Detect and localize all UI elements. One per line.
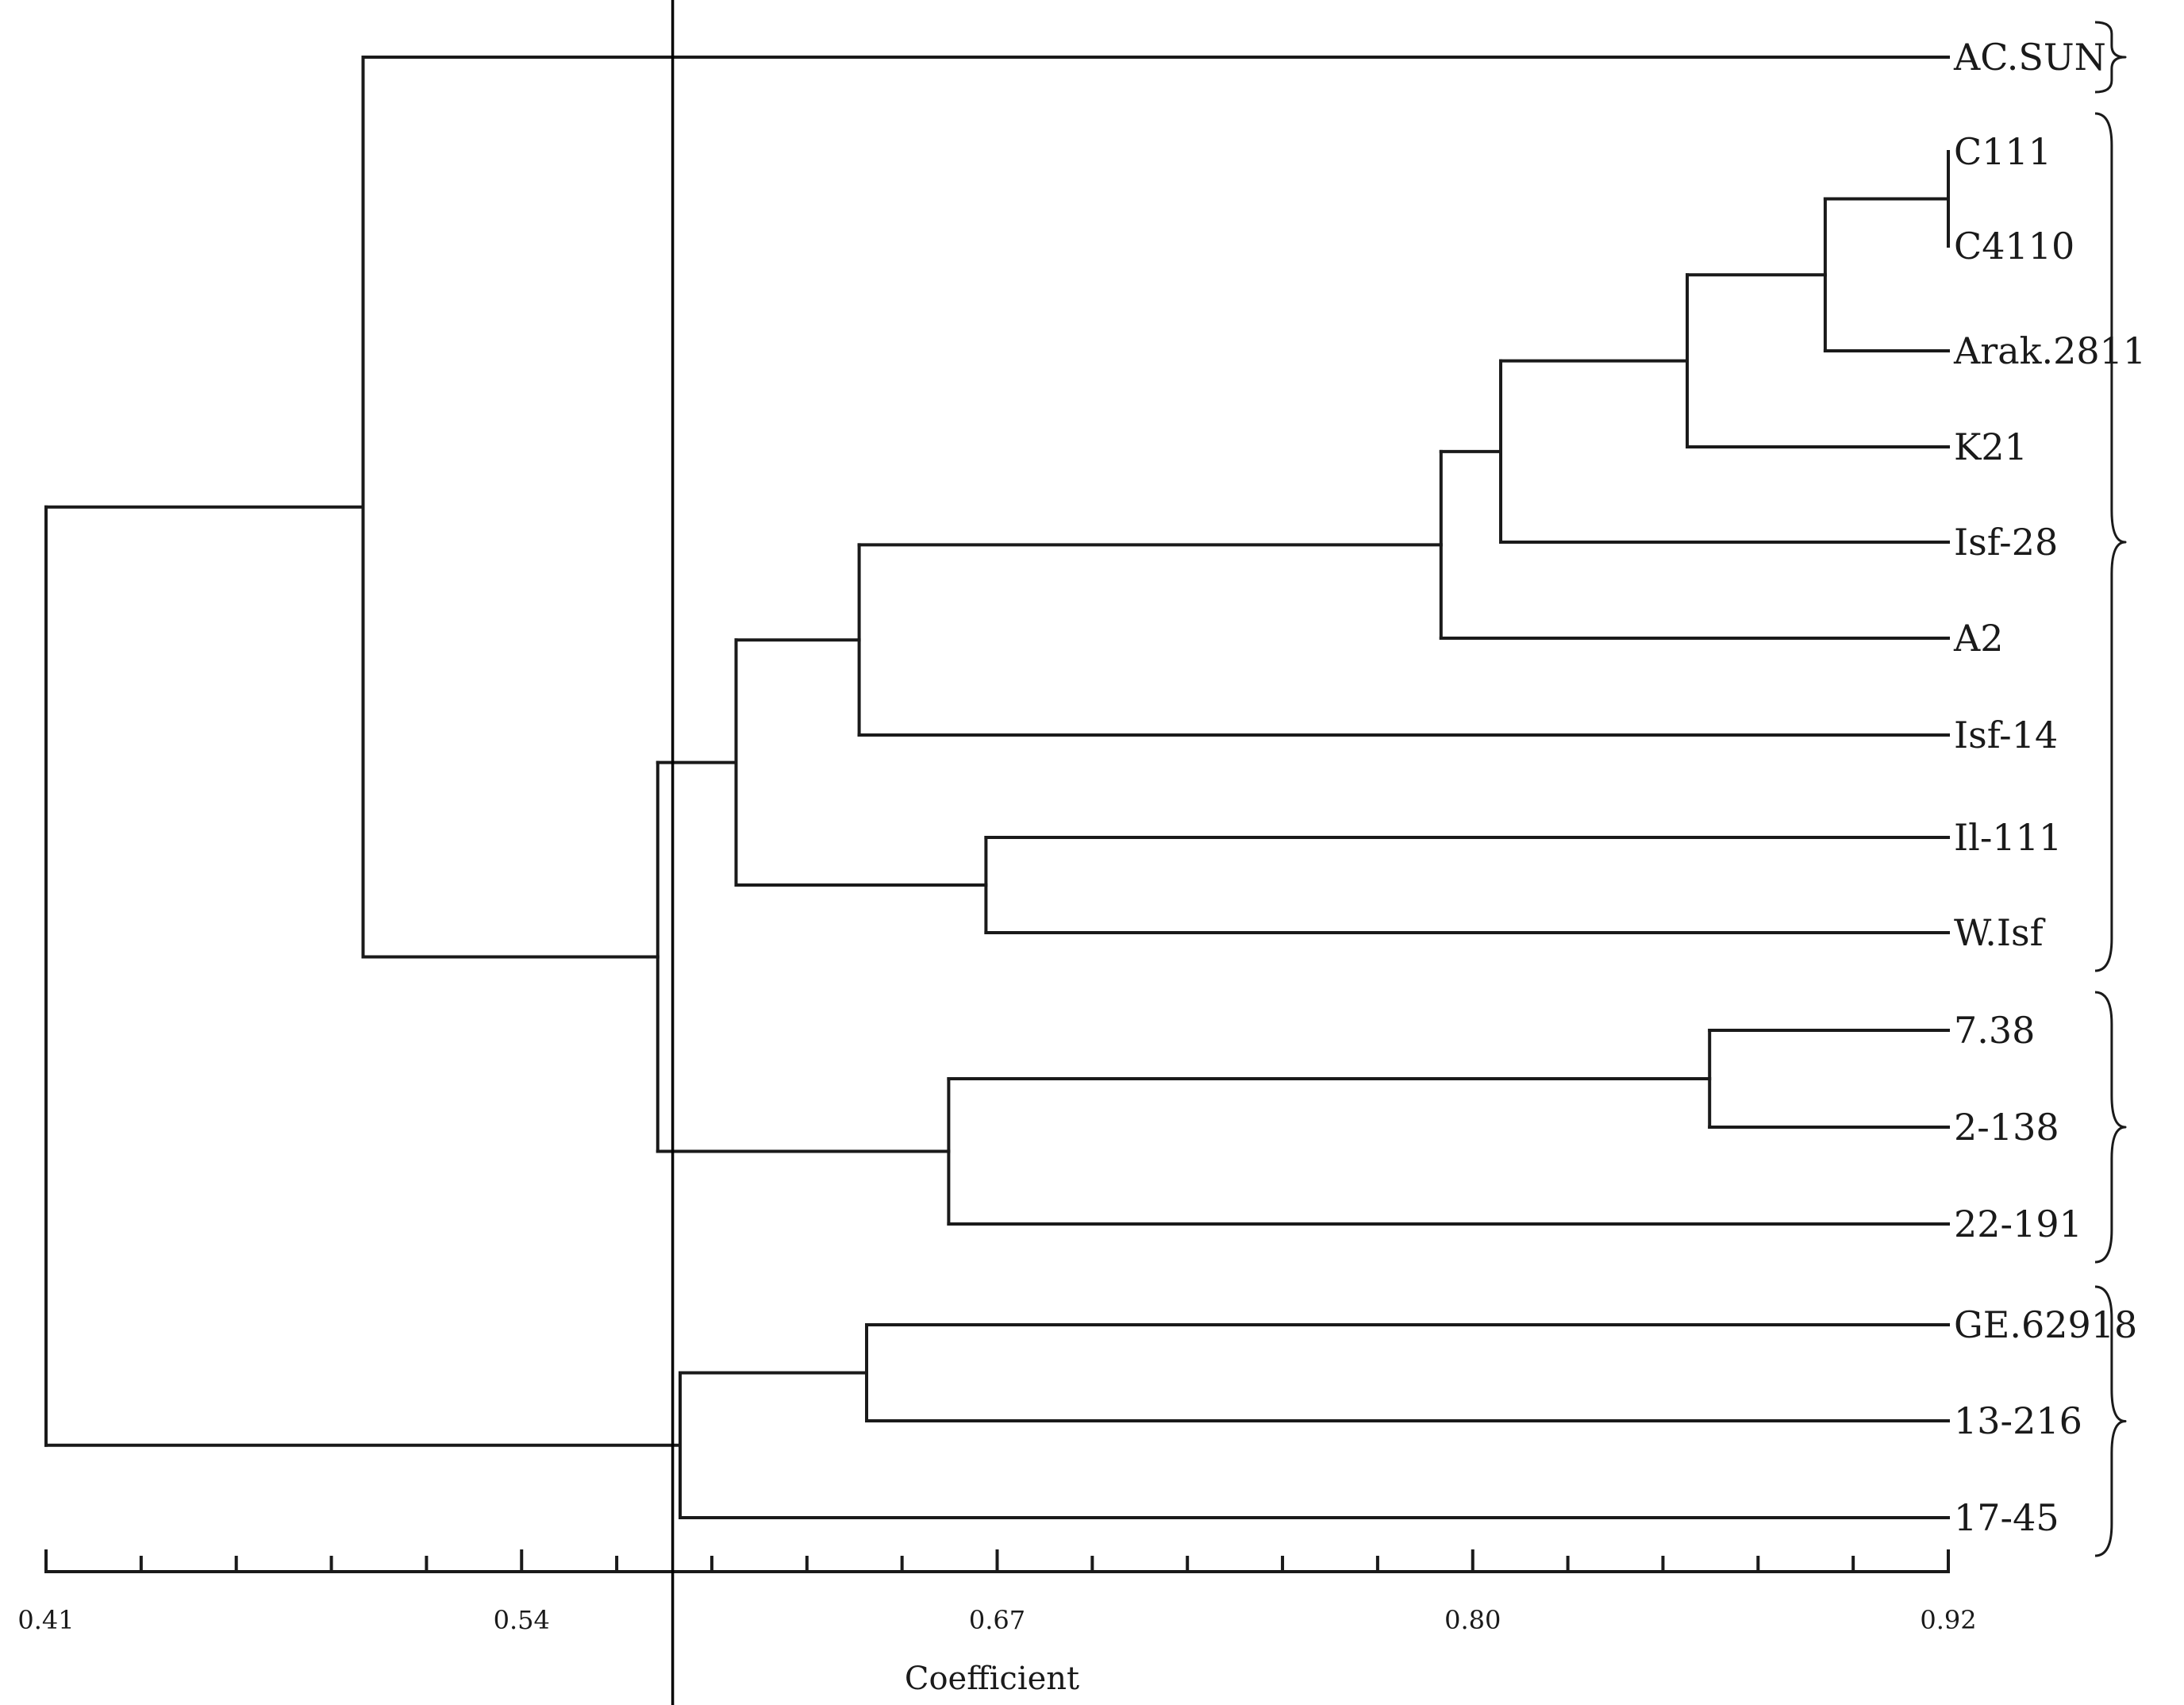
leaf-label-isf-14: Isf-14: [1954, 714, 2058, 756]
leaf-label-k21: K21: [1954, 425, 2028, 468]
leaf-label-c4110: C4110: [1954, 225, 2074, 267]
leaf-label-7-38: 7.38: [1954, 1009, 2035, 1052]
leaf-label-c111: C111: [1954, 130, 2051, 173]
dendrogram-node-13: [865, 1323, 1950, 1422]
dendrogram-node-2: [1823, 197, 1950, 352]
dendrogram-node-10: [947, 1077, 1950, 1226]
cluster-brace-2: [2094, 112, 2127, 972]
leaf-label-arak-2811: Arak.2811: [1953, 329, 2146, 372]
axis-tick-label: 0.67: [969, 1605, 1025, 1635]
dendrogram-node-11: [656, 760, 951, 1153]
leaf-label-a2: A2: [1953, 617, 2004, 660]
leaf-label-ac-sun: AC.SUN: [1953, 36, 2106, 79]
axis-tick-label: 0.80: [1444, 1605, 1501, 1635]
leaf-label-2-138: 2-138: [1954, 1106, 2059, 1149]
dendrogram-node-15: [44, 505, 682, 1447]
dendrogram-node-4: [1499, 359, 1950, 544]
dendrogram-node-3: [1686, 273, 1950, 448]
axis-tick-label: 0.41: [17, 1605, 74, 1635]
leaf-label-17-45: 17-45: [1954, 1496, 2059, 1539]
leaf-label-ge-62918: GE.62918: [1954, 1303, 2137, 1346]
coefficient-axis: Coefficient 0.41 0.54 0.67 0.80 0.92: [17, 1549, 1977, 1697]
axis-title: Coefficient: [905, 1661, 1079, 1697]
leaf-label-il-111: Il-111: [1954, 816, 2062, 859]
cluster-brace-1: [2094, 21, 2127, 94]
dendrogram-node-8: [734, 638, 988, 887]
leaf-label-22-191: 22-191: [1954, 1203, 2082, 1245]
cluster-braces: [2094, 21, 2127, 1557]
axis-tick-label: 0.54: [494, 1605, 550, 1635]
dendrogram-node-14: [679, 1371, 1950, 1519]
dendrogram-node-7: [984, 836, 1950, 934]
dendrogram-tree: [44, 56, 1950, 1519]
axis-tick-label: 0.92: [1920, 1605, 1976, 1635]
leaf-label-isf-28: Isf-28: [1954, 521, 2058, 564]
leaf-label-13-216: 13-216: [1954, 1399, 2082, 1442]
leaf-label-w-isf: W.Isf: [1954, 911, 2046, 954]
dendrogram-node-5: [1439, 449, 1950, 640]
dendrogram-node-9: [1708, 1029, 1950, 1129]
leaf-labels: AC.SUN C111 C4110 Arak.2811 K21 Isf-28 A2 Isf-1…: [1953, 36, 2146, 1539]
cluster-brace-3: [2094, 991, 2127, 1264]
dendrogram-node-6: [857, 543, 1950, 737]
dendrogram-node-12: [361, 56, 1950, 959]
cluster-brace-4: [2094, 1285, 2127, 1557]
